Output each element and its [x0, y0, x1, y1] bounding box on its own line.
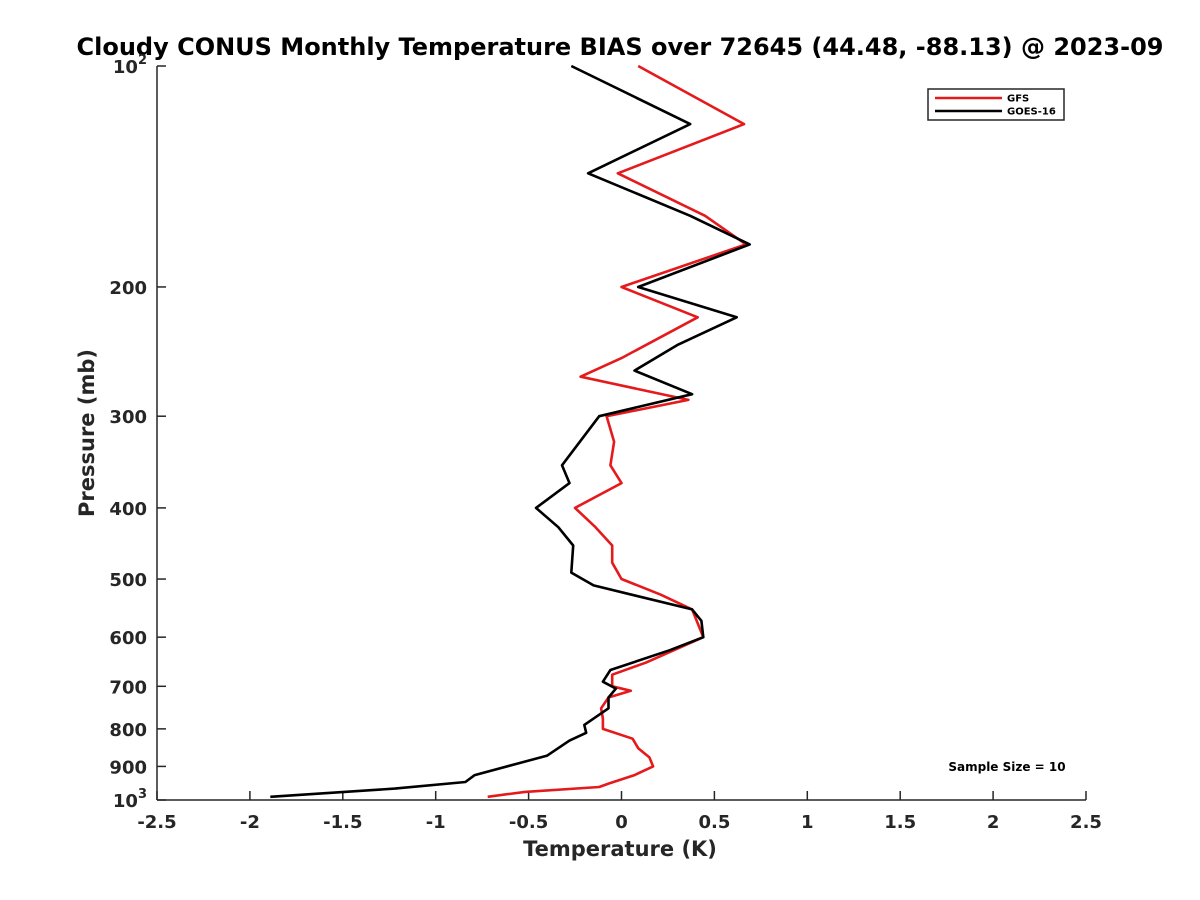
x-tick-label: -1.5: [323, 812, 362, 833]
x-tick-label: -2: [240, 812, 260, 833]
y-tick-label: 700: [109, 677, 147, 698]
y-tick-label: 400: [109, 499, 147, 520]
x-tick-label: -2.5: [137, 812, 176, 833]
y-tick-label: 900: [109, 757, 147, 778]
y-axis-label: Pressure (mb): [75, 349, 99, 517]
y-tick-label: 500: [109, 570, 147, 591]
y-tick-label: 103: [113, 787, 147, 812]
x-tick-label: -1: [426, 812, 446, 833]
sample-size-annotation: Sample Size = 10: [948, 760, 1065, 774]
legend-label: GOES-16: [1007, 107, 1056, 118]
x-axis-label: Temperature (K): [523, 837, 717, 861]
x-tick-label: 0.5: [698, 812, 730, 833]
x-tick-label: -0.5: [509, 812, 548, 833]
y-tick-label: 102: [113, 53, 147, 78]
series-lines: [270, 64, 752, 799]
x-tick-label: 0: [615, 812, 628, 833]
chart-title: Cloudy CONUS Monthly Temperature BIAS ov…: [76, 33, 1163, 61]
y-tick-label: 800: [109, 720, 147, 741]
legend: GFS GOES-16: [927, 88, 1065, 121]
legend-box: [927, 88, 1065, 121]
y-tick-label: 300: [109, 407, 147, 428]
x-tick-label: 2: [987, 812, 1000, 833]
axes: -2.5 -2 -1.5 -1 -0.5 0 0.5 1 1.5 2 2.5 102 200 300 400…: [109, 53, 1102, 833]
x-tick-label: 1: [801, 812, 814, 833]
y-tick-label: 200: [109, 278, 147, 299]
x-tick-label: 2.5: [1070, 812, 1102, 833]
y-tick-label: 600: [109, 628, 147, 649]
x-tick-label: 1.5: [884, 812, 916, 833]
legend-label: GFS: [1007, 94, 1029, 105]
series-line-goes-16: [270, 64, 752, 799]
series-line-gfs: [487, 64, 748, 799]
